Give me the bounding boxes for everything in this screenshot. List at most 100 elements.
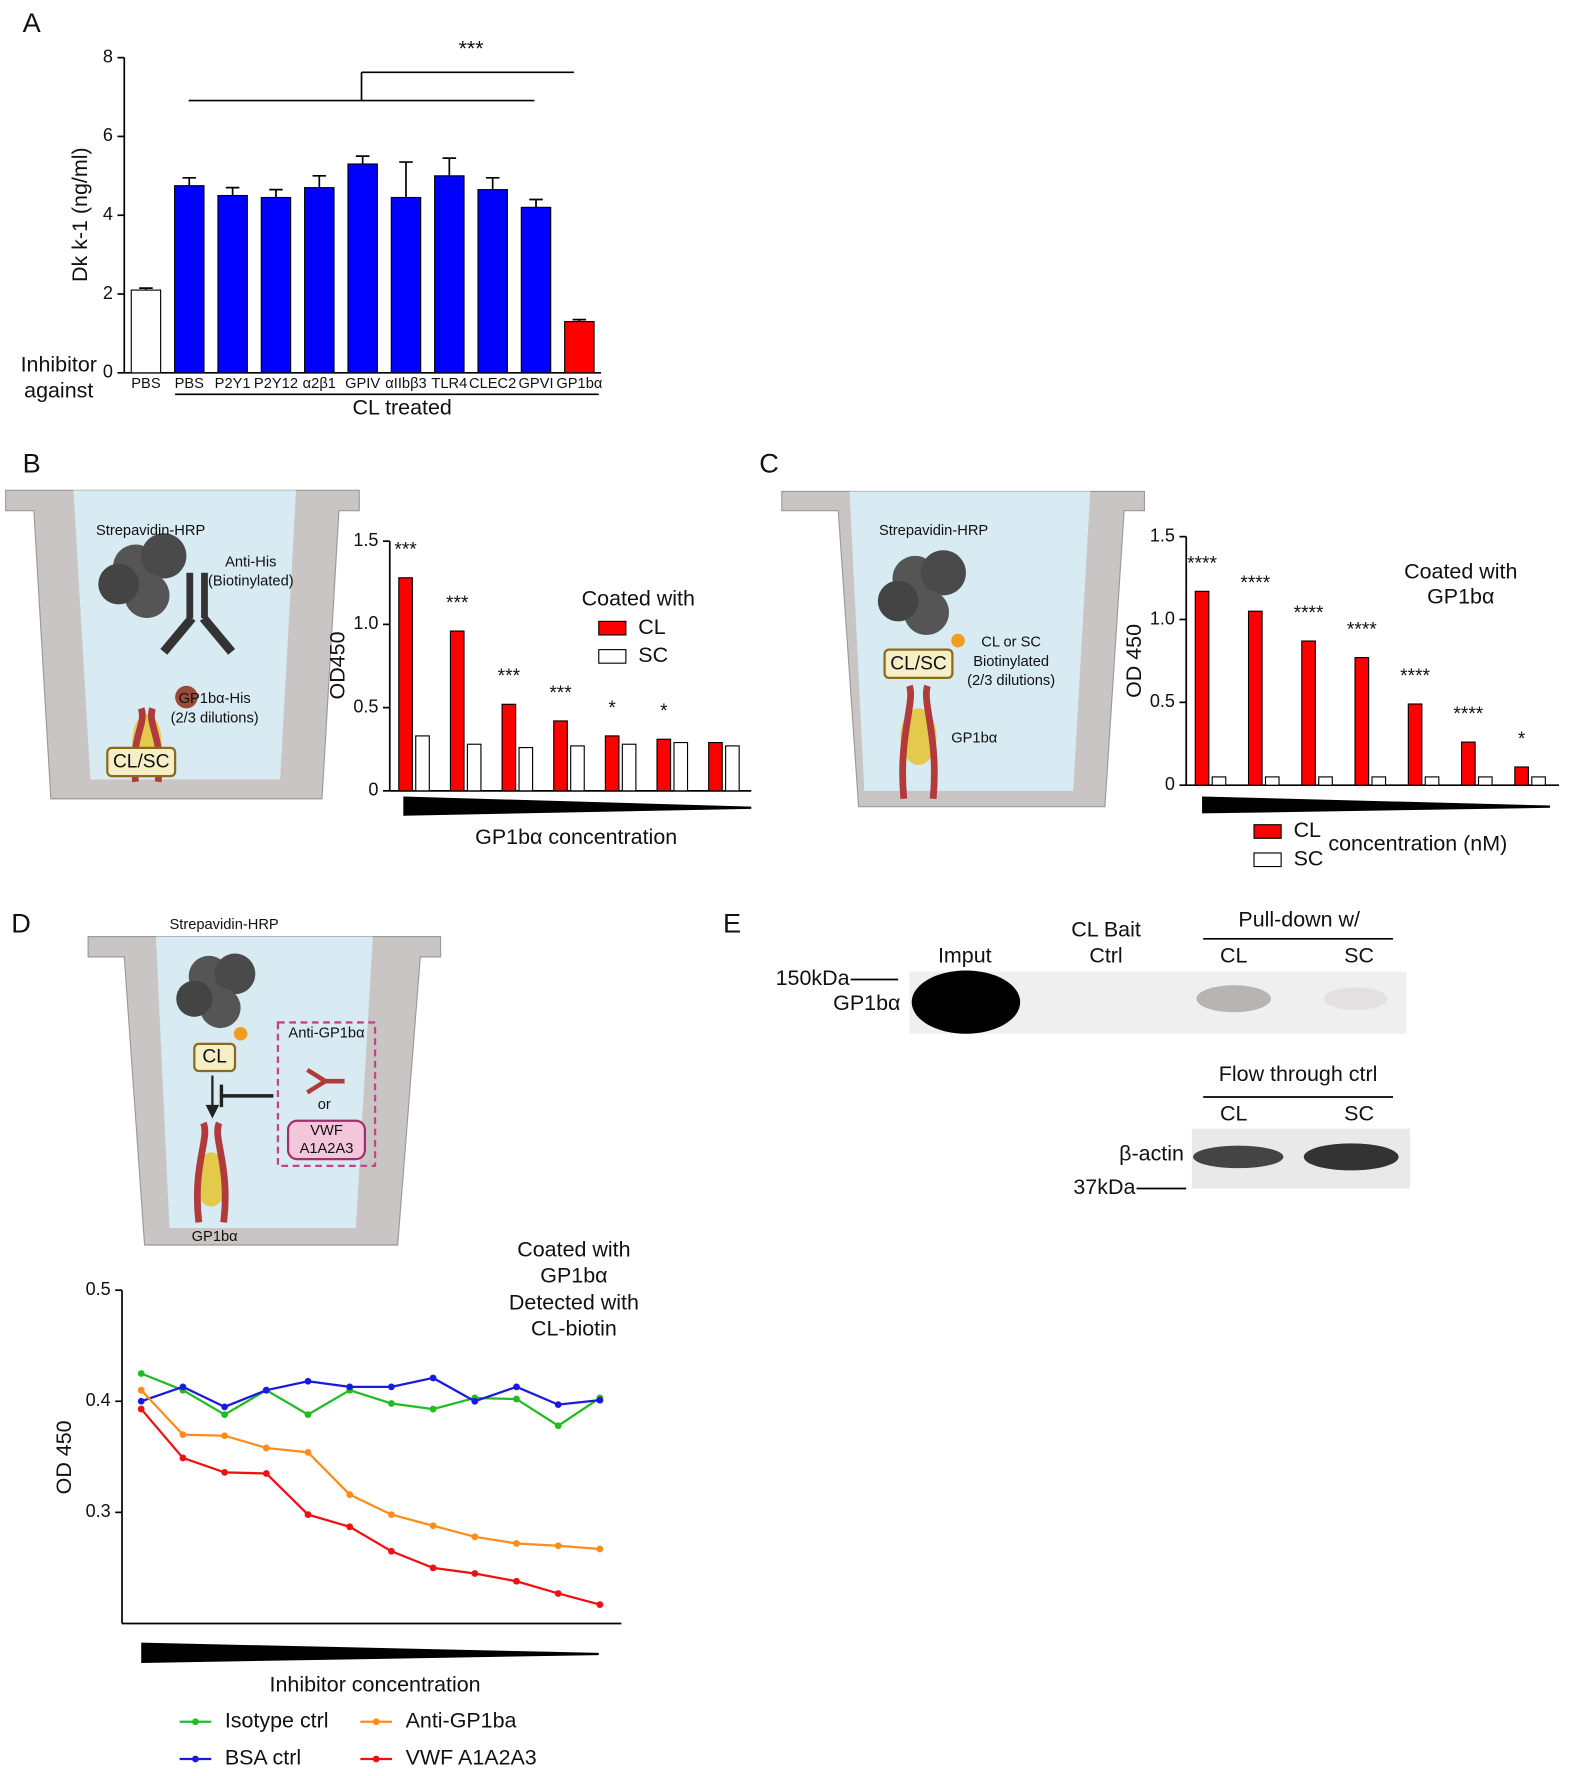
- point: [346, 1383, 354, 1391]
- significance-label: *: [1518, 729, 1526, 750]
- significance-bracket: [175, 71, 599, 396]
- legend-label: BSA ctrl: [225, 1746, 301, 1770]
- diagram-label: CL/SC: [113, 752, 170, 773]
- x-tick-label: CLEC2: [469, 376, 516, 392]
- bar: [1371, 776, 1387, 786]
- bar: [1264, 776, 1280, 786]
- diagram-label: Strepavidin-HRP: [879, 523, 988, 539]
- annotation: against: [24, 379, 93, 403]
- diagram-label: (2/3 dilutions): [171, 710, 259, 726]
- legend-swatch: [598, 620, 627, 636]
- diagram-c: Strepavidin-HRP CL or SC Biotinylated (2…: [781, 490, 1146, 808]
- annotation: GP1bα: [1427, 584, 1494, 608]
- panel-label: B: [23, 448, 41, 479]
- point: [554, 1422, 562, 1430]
- y-tick-label: 8: [103, 46, 113, 66]
- x-tick-label: P2Y1: [215, 376, 251, 392]
- error-bar: [529, 198, 543, 208]
- diagram-label: Anti-GP1bα: [288, 1026, 365, 1042]
- western-blot: Imput CL Bait Ctrl Pull-down w/ CL SC 15…: [776, 907, 1410, 1199]
- bar: [347, 163, 378, 374]
- diagram-b: Strepavidin-HRP Anti-His (Biotinylated) …: [5, 489, 360, 800]
- y-tick-label: 0: [368, 780, 378, 800]
- legend-label: CL: [638, 615, 665, 639]
- legend-swatch: [1253, 852, 1282, 868]
- y-tick-label: 1.0: [1150, 608, 1175, 628]
- bar: [501, 703, 517, 792]
- y-tick-label: 0.4: [86, 1390, 111, 1410]
- significance-label: ***: [549, 683, 572, 704]
- x-tick-label: PBS: [175, 376, 205, 392]
- y-axis-label: Dk k-1 (ng/ml): [68, 147, 92, 282]
- legend-marker: [192, 1755, 199, 1763]
- bar: [415, 735, 430, 792]
- point: [471, 1570, 479, 1577]
- point: [429, 1564, 437, 1572]
- point: [596, 1601, 604, 1608]
- lane-label: Pull-down w/: [1238, 907, 1360, 931]
- diagram-label: or: [318, 1097, 331, 1113]
- significance-label: ****: [1453, 704, 1483, 725]
- x-axis-label: CL treated: [352, 396, 451, 420]
- point: [471, 1533, 479, 1541]
- error-bar: [139, 287, 153, 291]
- significance-label: *: [660, 701, 668, 722]
- point: [221, 1411, 229, 1419]
- point: [179, 1431, 187, 1438]
- diagram-label: CL/SC: [890, 653, 947, 674]
- lane-label: CL Bait: [1071, 918, 1141, 942]
- diagram-label: Strepavidin-HRP: [169, 917, 278, 933]
- legend-label: CL: [1294, 818, 1321, 842]
- bar: [434, 175, 465, 374]
- bar: [518, 746, 534, 792]
- diagram-label: Anti-His: [225, 555, 276, 571]
- point: [179, 1454, 187, 1462]
- x-tick-label: TLR4: [431, 376, 467, 392]
- point: [388, 1400, 395, 1407]
- bar: [604, 735, 620, 792]
- y-tick-label: 0.5: [86, 1279, 111, 1299]
- bar: [1211, 776, 1227, 786]
- y-tick-label: 2: [103, 283, 113, 303]
- marker-label: 150kDa: [776, 966, 850, 990]
- bar: [174, 185, 205, 374]
- bar: [217, 194, 248, 374]
- error-bar: [572, 318, 587, 322]
- annotation: Coated with: [517, 1237, 630, 1261]
- concentration-wedge: [141, 796, 1551, 1664]
- line: [140, 1376, 601, 1409]
- point: [513, 1577, 520, 1585]
- annotation: CL-biotin: [531, 1316, 617, 1340]
- panel-label: E: [723, 907, 741, 938]
- y-axis-label: OD 450: [52, 1420, 76, 1494]
- diagram-label: CL: [202, 1047, 227, 1068]
- y-tick-label: 1.0: [353, 613, 378, 633]
- point: [554, 1590, 562, 1597]
- diagram-label: Biotinylated: [973, 654, 1049, 670]
- diagram-label: Strepavidin-HRP: [96, 523, 205, 539]
- point: [513, 1395, 520, 1403]
- point: [137, 1397, 145, 1405]
- line: [140, 1372, 601, 1428]
- significance-label: ****: [1187, 553, 1217, 574]
- legend-title: Coated with: [582, 587, 695, 611]
- point: [346, 1523, 354, 1531]
- y-tick-label: 1.5: [353, 530, 378, 550]
- marker-label: GP1bα: [833, 991, 900, 1015]
- x-tick-label: GPIV: [345, 376, 380, 392]
- x-tick-label: GP1bα: [556, 376, 603, 392]
- line: [140, 1389, 600, 1551]
- y-tick-label: 6: [103, 125, 113, 145]
- legend-label: Anti-GP1ba: [406, 1708, 517, 1732]
- diagram-label: (Biotinylated): [208, 574, 294, 590]
- diagram-label: VWF: [310, 1123, 343, 1139]
- y-tick-label: 0.5: [1150, 691, 1175, 711]
- bar: [553, 720, 568, 792]
- point: [471, 1397, 479, 1405]
- legend-swatch: [598, 649, 627, 664]
- legend-marker: [372, 1755, 380, 1763]
- lane-label: Imput: [938, 944, 992, 968]
- bar: [725, 745, 740, 792]
- point: [554, 1401, 562, 1409]
- error-bar: [399, 161, 413, 198]
